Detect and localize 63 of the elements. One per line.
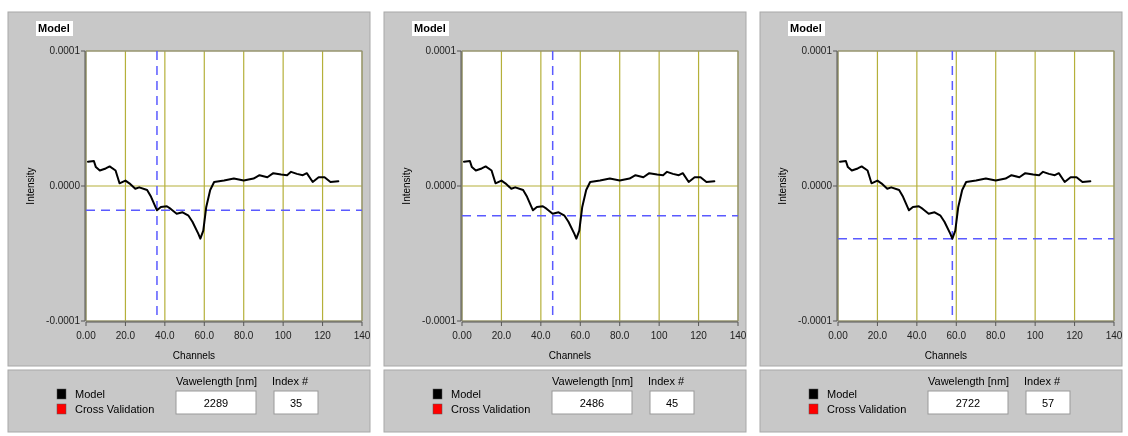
- y-tick-label: -0.0001: [798, 315, 833, 326]
- x-tick-label: 80.0: [233, 330, 254, 341]
- text: 2289: [203, 397, 229, 409]
- x-tick-label: 80.0: [985, 330, 1006, 341]
- x-tick-label: 0.00: [452, 330, 473, 341]
- x-tick-label: 20.0: [867, 330, 888, 341]
- text: 57: [1041, 397, 1055, 409]
- x-tick-label: 120: [690, 330, 708, 341]
- text: Index #: [648, 375, 685, 387]
- text: Index #: [272, 375, 309, 387]
- y-tick-label: 0.0001: [49, 45, 81, 56]
- text: 45: [665, 397, 679, 409]
- x-tick-label: 80.0: [609, 330, 630, 341]
- text: Vawelength [nm]: [176, 375, 258, 387]
- y-tick-label: 0.0000: [425, 180, 457, 191]
- text: 35: [289, 397, 303, 409]
- legend-label: Model: [451, 388, 481, 400]
- y-tick-label: 0.0000: [49, 180, 81, 191]
- x-tick-label: 40.0: [907, 330, 928, 341]
- chart-title: Model: [790, 22, 822, 34]
- x-tick-label: 0.00: [828, 330, 849, 341]
- x-tick-label: 140: [353, 330, 371, 341]
- x-axis-title: Channels: [924, 350, 968, 361]
- x-tick-label: 20.0: [115, 330, 136, 341]
- line-series: [86, 160, 340, 240]
- y-tick-label: 0.0001: [425, 45, 457, 56]
- x-tick-label: 40.0: [155, 330, 176, 341]
- x-tick-label: 60.0: [194, 330, 215, 341]
- text: 2486: [579, 397, 605, 409]
- x-tick-label: 20.0: [491, 330, 512, 341]
- x-tick-label: 140: [1105, 330, 1123, 341]
- text: 2722: [955, 397, 981, 409]
- y-tick-label: -0.0001: [46, 315, 81, 326]
- legend-label: Model: [827, 388, 857, 400]
- legend-label: Model: [75, 388, 105, 400]
- x-tick-label: 40.0: [531, 330, 552, 341]
- text: Vawelength [nm]: [928, 375, 1010, 387]
- y-axis-title: Intensity: [25, 167, 36, 205]
- x-tick-label: 100: [274, 330, 292, 341]
- text: Index #: [1024, 375, 1061, 387]
- y-axis-title: Intensity: [777, 167, 788, 205]
- chart-title: Model: [414, 22, 446, 34]
- legend-label: Cross Validation: [75, 403, 155, 415]
- x-tick-label: 60.0: [570, 330, 591, 341]
- x-axis-title: Channels: [172, 350, 216, 361]
- x-tick-label: 60.0: [946, 330, 967, 341]
- y-axis-title: Intensity: [401, 167, 412, 205]
- x-axis-title: Channels: [548, 350, 592, 361]
- text: Vawelength [nm]: [552, 375, 634, 387]
- x-tick-label: 100: [650, 330, 668, 341]
- x-tick-label: 120: [314, 330, 332, 341]
- x-tick-label: 120: [1066, 330, 1084, 341]
- legend-label: Cross Validation: [451, 403, 531, 415]
- legend-label: Cross Validation: [827, 403, 907, 415]
- y-tick-label: -0.0001: [422, 315, 457, 326]
- chart-title: Model: [38, 22, 70, 34]
- y-tick-label: 0.0001: [801, 45, 833, 56]
- x-tick-label: 140: [729, 330, 747, 341]
- line-series: [462, 160, 716, 240]
- y-tick-label: 0.0000: [801, 180, 833, 191]
- line-series: [838, 160, 1092, 240]
- x-tick-label: 0.00: [76, 330, 97, 341]
- x-tick-label: 100: [1026, 330, 1044, 341]
